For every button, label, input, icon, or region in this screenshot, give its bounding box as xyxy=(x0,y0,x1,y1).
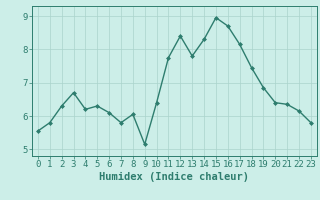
X-axis label: Humidex (Indice chaleur): Humidex (Indice chaleur) xyxy=(100,172,249,182)
